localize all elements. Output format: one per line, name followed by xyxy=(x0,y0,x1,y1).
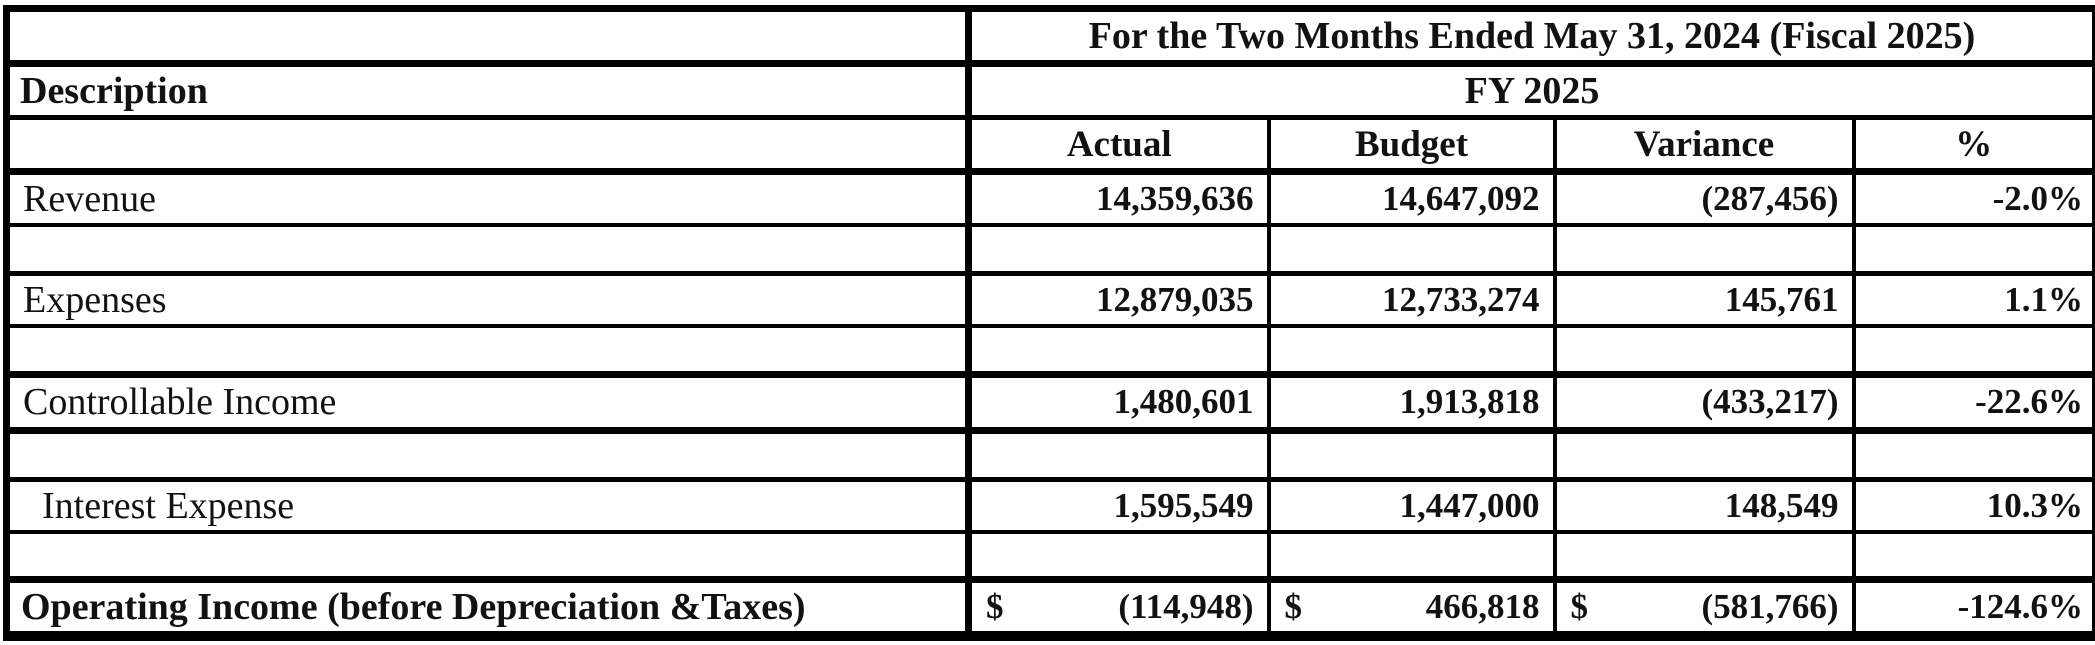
revenue-budget: 14,647,092 xyxy=(1266,167,1557,227)
column-header-percent: % xyxy=(1851,115,2095,174)
row-label: Interest Expense xyxy=(4,477,972,535)
blank-cell xyxy=(1851,222,2095,276)
interest-expense-variance: 148,549 xyxy=(1552,477,1856,535)
blank-cell xyxy=(4,324,972,377)
blank-cell xyxy=(1266,530,1557,582)
blank-cell xyxy=(966,530,1271,582)
interest-expense-budget: 1,447,000 xyxy=(1266,477,1557,535)
operating-income-actual: $ (114,948) xyxy=(966,575,1271,638)
expenses-variance: 145,761 xyxy=(1552,270,1856,328)
blank-cell xyxy=(1552,426,1856,482)
dollar-sign: $ xyxy=(1284,586,1303,626)
table-row-spacer xyxy=(4,530,2095,582)
blank-cell xyxy=(1851,426,2095,482)
table-row-expenses: Expenses 12,879,035 12,733,274 145,761 1… xyxy=(4,270,2095,328)
blank-cell xyxy=(4,6,972,66)
dollar-sign: $ xyxy=(1570,586,1589,626)
revenue-actual: 14,359,636 xyxy=(966,167,1271,227)
blank-cell xyxy=(1851,530,2095,582)
revenue-percent: -2.0% xyxy=(1851,167,2095,227)
row-label: Revenue xyxy=(4,167,972,227)
controllable-income-percent: -22.6% xyxy=(1851,371,2095,433)
interest-expense-actual: 1,595,549 xyxy=(966,477,1271,535)
blank-cell xyxy=(4,530,972,582)
table-row-revenue: Revenue 14,359,636 14,647,092 (287,456) … xyxy=(4,167,2095,227)
blank-cell xyxy=(4,222,972,276)
variance-table: For the Two Months Ended May 31, 2024 (F… xyxy=(3,5,2095,641)
blank-cell xyxy=(966,426,1271,482)
description-header: Description xyxy=(4,60,972,120)
operating-income-percent: -124.6% xyxy=(1851,575,2095,638)
table-row-column-headers: Actual Budget Variance % xyxy=(4,115,2095,174)
expenses-budget: 12,733,274 xyxy=(1266,270,1557,328)
row-label: Expenses xyxy=(4,270,972,328)
operating-income-budget-value: 466,818 xyxy=(1425,586,1540,626)
blank-cell xyxy=(1552,324,1856,377)
table-row-spacer xyxy=(4,324,2095,377)
blank-cell xyxy=(966,222,1271,276)
blank-cell xyxy=(1266,324,1557,377)
operating-income-budget: $ 466,818 xyxy=(1266,575,1557,638)
controllable-income-budget: 1,913,818 xyxy=(1266,371,1557,433)
table-row-spacer xyxy=(4,426,2095,482)
table-row-spacer xyxy=(4,222,2095,276)
blank-cell xyxy=(1266,426,1557,482)
table-row-controllable-income: Controllable Income 1,480,601 1,913,818 … xyxy=(4,371,2095,433)
blank-cell xyxy=(1851,324,2095,377)
column-header-actual: Actual xyxy=(966,115,1271,174)
row-label: Operating Income (before Depreciation &T… xyxy=(4,575,972,638)
revenue-variance: (287,456) xyxy=(1552,167,1856,227)
blank-cell xyxy=(966,324,1271,377)
table-row-interest-expense: Interest Expense 1,595,549 1,447,000 148… xyxy=(4,477,2095,535)
interest-expense-percent: 10.3% xyxy=(1851,477,2095,535)
column-header-variance: Variance xyxy=(1552,115,1856,174)
blank-cell xyxy=(4,426,972,482)
dollar-sign: $ xyxy=(986,586,1004,626)
table-row-operating-income: Operating Income (before Depreciation &T… xyxy=(4,575,2095,638)
controllable-income-actual: 1,480,601 xyxy=(966,371,1271,433)
operating-income-actual-value: (114,948) xyxy=(1118,586,1254,626)
blank-cell xyxy=(1552,222,1856,276)
operating-income-variance: $ (581,766) xyxy=(1552,575,1856,638)
fiscal-year-header: FY 2025 xyxy=(966,60,2095,120)
column-header-budget: Budget xyxy=(1266,115,1557,174)
blank-cell xyxy=(1552,530,1856,582)
table-row-title: For the Two Months Ended May 31, 2024 (F… xyxy=(4,6,2095,66)
blank-cell xyxy=(1266,222,1557,276)
row-label: Controllable Income xyxy=(4,371,972,433)
period-title: For the Two Months Ended May 31, 2024 (F… xyxy=(966,6,2095,66)
controllable-income-variance: (433,217) xyxy=(1552,371,1856,433)
operating-income-variance-value: (581,766) xyxy=(1701,586,1839,626)
expenses-actual: 12,879,035 xyxy=(966,270,1271,328)
blank-cell xyxy=(4,115,972,174)
expenses-percent: 1.1% xyxy=(1851,270,2095,328)
table-row-fiscal-year: Description FY 2025 xyxy=(4,60,2095,120)
